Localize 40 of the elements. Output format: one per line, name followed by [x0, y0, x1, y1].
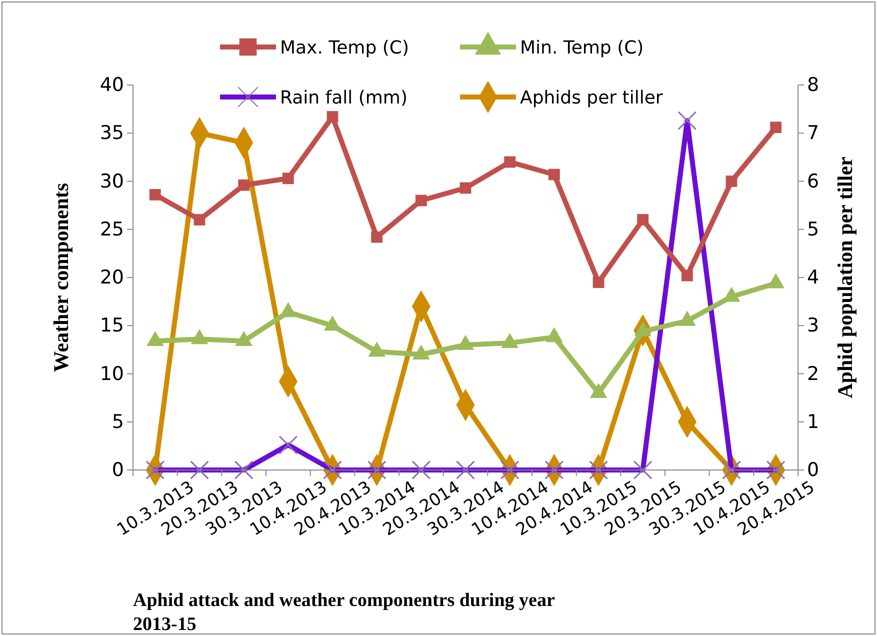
- point: [415, 194, 427, 206]
- y-axis-title: Weather components: [49, 182, 73, 372]
- y-tick-label: 20: [100, 266, 124, 289]
- legend-label: Max. Temp (C): [280, 37, 409, 58]
- legend-label: Rain fall (mm): [280, 87, 408, 108]
- y-tick-label: 0: [112, 459, 124, 482]
- y-tick-label: 30: [100, 170, 124, 192]
- y-tick-label: 25: [100, 218, 124, 240]
- y2-tick-label: 1: [807, 410, 820, 433]
- point: [592, 276, 604, 288]
- legend-label: Min. Temp (C): [520, 37, 644, 58]
- point: [460, 182, 472, 194]
- point: [238, 179, 250, 191]
- y2-tick-label: 2: [807, 362, 820, 385]
- y2-tick-label: 4: [807, 266, 820, 289]
- point: [637, 214, 649, 226]
- y-tick-label: 40: [100, 74, 124, 96]
- y2-tick-label: 8: [807, 74, 820, 96]
- y-tick-label: 10: [100, 362, 124, 385]
- point: [548, 168, 560, 180]
- point: [504, 156, 516, 168]
- y-tick-label: 15: [100, 314, 124, 337]
- point: [194, 214, 206, 226]
- y2-tick-label: 5: [807, 218, 820, 240]
- y2-tick-label: 0: [807, 459, 820, 482]
- point: [371, 231, 383, 243]
- y2-axis-title: Aphid population per tiller: [833, 156, 857, 398]
- y2-tick-label: 7: [807, 122, 820, 144]
- point: [149, 189, 161, 200]
- y-tick-label: 5: [112, 410, 124, 433]
- legend-label: Aphids per tiller: [520, 87, 664, 108]
- point: [770, 122, 782, 134]
- y2-tick-label: 6: [807, 170, 820, 192]
- point: [326, 111, 338, 122]
- point: [681, 270, 693, 282]
- y-tick-label: 35: [100, 122, 124, 144]
- y2-tick-label: 3: [807, 314, 820, 337]
- point: [726, 176, 738, 187]
- x-axis-title: Aphid attack and weather componentrs during year 2013-15: [133, 590, 556, 635]
- point: [282, 172, 294, 184]
